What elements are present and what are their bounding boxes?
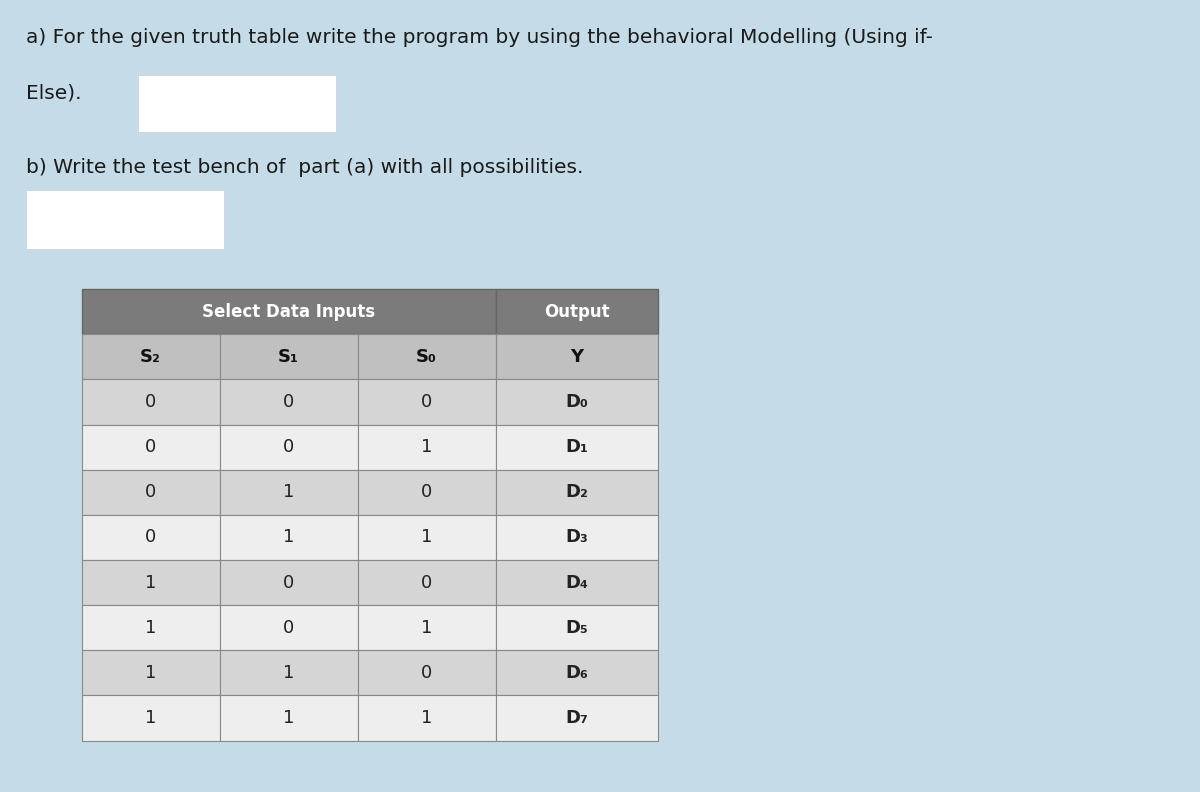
FancyBboxPatch shape [496, 560, 658, 605]
Text: 1: 1 [145, 709, 156, 727]
Text: S₁: S₁ [278, 348, 299, 366]
FancyBboxPatch shape [358, 334, 496, 379]
FancyBboxPatch shape [358, 560, 496, 605]
Text: a) For the given truth table write the program by using the behavioral Modelling: a) For the given truth table write the p… [26, 28, 934, 47]
Text: D₃: D₃ [565, 528, 588, 546]
FancyBboxPatch shape [82, 289, 496, 334]
Text: 1: 1 [283, 709, 294, 727]
FancyBboxPatch shape [496, 605, 658, 650]
FancyBboxPatch shape [220, 560, 358, 605]
Text: 1: 1 [421, 619, 432, 637]
FancyBboxPatch shape [496, 425, 658, 470]
Text: 1: 1 [283, 483, 294, 501]
FancyBboxPatch shape [138, 75, 336, 132]
FancyBboxPatch shape [82, 379, 220, 425]
FancyBboxPatch shape [496, 515, 658, 560]
Text: S₂: S₂ [140, 348, 161, 366]
Text: D₄: D₄ [565, 573, 588, 592]
Text: 0: 0 [421, 393, 432, 411]
Text: 1: 1 [145, 619, 156, 637]
FancyBboxPatch shape [496, 334, 658, 379]
FancyBboxPatch shape [358, 650, 496, 695]
FancyBboxPatch shape [220, 470, 358, 515]
Text: D₅: D₅ [565, 619, 588, 637]
FancyBboxPatch shape [358, 515, 496, 560]
FancyBboxPatch shape [82, 650, 220, 695]
FancyBboxPatch shape [496, 695, 658, 741]
Text: 1: 1 [421, 528, 432, 546]
Text: 1: 1 [421, 438, 432, 456]
Text: 0: 0 [283, 393, 294, 411]
Text: Select Data Inputs: Select Data Inputs [202, 303, 376, 321]
Text: 0: 0 [421, 664, 432, 682]
FancyBboxPatch shape [220, 379, 358, 425]
FancyBboxPatch shape [496, 289, 658, 334]
Text: 1: 1 [145, 573, 156, 592]
Text: D₆: D₆ [565, 664, 588, 682]
FancyBboxPatch shape [82, 605, 220, 650]
FancyBboxPatch shape [26, 190, 224, 249]
FancyBboxPatch shape [220, 605, 358, 650]
Text: 0: 0 [283, 573, 294, 592]
FancyBboxPatch shape [358, 379, 496, 425]
Text: b) Write the test bench of  part (a) with all possibilities.: b) Write the test bench of part (a) with… [26, 158, 583, 177]
Text: 0: 0 [283, 619, 294, 637]
FancyBboxPatch shape [358, 425, 496, 470]
Text: 0: 0 [145, 438, 156, 456]
Text: 0: 0 [421, 573, 432, 592]
FancyBboxPatch shape [358, 605, 496, 650]
Text: 0: 0 [283, 438, 294, 456]
FancyBboxPatch shape [82, 560, 220, 605]
Text: 0: 0 [145, 528, 156, 546]
Text: 1: 1 [283, 528, 294, 546]
Text: D₂: D₂ [565, 483, 588, 501]
Text: D₀: D₀ [565, 393, 588, 411]
Text: 0: 0 [421, 483, 432, 501]
FancyBboxPatch shape [496, 470, 658, 515]
Text: D₇: D₇ [565, 709, 588, 727]
FancyBboxPatch shape [220, 515, 358, 560]
Text: 1: 1 [283, 664, 294, 682]
FancyBboxPatch shape [358, 695, 496, 741]
FancyBboxPatch shape [220, 425, 358, 470]
Text: Output: Output [544, 303, 610, 321]
Text: 1: 1 [145, 664, 156, 682]
Text: 0: 0 [145, 483, 156, 501]
Text: S₀: S₀ [416, 348, 437, 366]
FancyBboxPatch shape [82, 334, 220, 379]
FancyBboxPatch shape [82, 695, 220, 741]
Text: D₁: D₁ [565, 438, 588, 456]
Text: Y: Y [570, 348, 583, 366]
FancyBboxPatch shape [220, 650, 358, 695]
FancyBboxPatch shape [82, 470, 220, 515]
Text: 1: 1 [421, 709, 432, 727]
Text: Else).: Else). [26, 83, 82, 102]
FancyBboxPatch shape [496, 650, 658, 695]
FancyBboxPatch shape [496, 379, 658, 425]
FancyBboxPatch shape [220, 695, 358, 741]
FancyBboxPatch shape [358, 470, 496, 515]
FancyBboxPatch shape [82, 515, 220, 560]
Text: 0: 0 [145, 393, 156, 411]
FancyBboxPatch shape [82, 425, 220, 470]
FancyBboxPatch shape [220, 334, 358, 379]
